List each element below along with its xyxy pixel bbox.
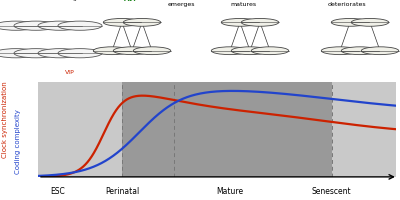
Text: Clock synchronization: Clock synchronization — [2, 81, 8, 157]
Text: ESC: ESC — [50, 186, 65, 195]
Circle shape — [241, 19, 279, 27]
Circle shape — [231, 48, 269, 55]
Circle shape — [58, 49, 102, 59]
Text: Mature: Mature — [216, 186, 243, 195]
Text: AVP: AVP — [124, 0, 140, 2]
Circle shape — [113, 48, 151, 55]
Circle shape — [351, 19, 389, 27]
Circle shape — [0, 49, 38, 59]
Text: Coding complexity: Coding complexity — [15, 109, 21, 174]
Circle shape — [93, 48, 131, 55]
Circle shape — [211, 48, 249, 55]
Circle shape — [38, 49, 82, 59]
Circle shape — [331, 19, 369, 27]
Circle shape — [361, 48, 399, 55]
Text: Cellular clock emerges: Cellular clock emerges — [12, 0, 84, 1]
Circle shape — [221, 19, 259, 27]
Circle shape — [133, 48, 171, 55]
Circle shape — [251, 48, 289, 55]
Text: Network
matures: Network matures — [230, 0, 256, 7]
Circle shape — [14, 49, 58, 59]
Circle shape — [14, 22, 58, 31]
Text: Network
emerges: Network emerges — [168, 0, 196, 7]
Text: VIP: VIP — [65, 70, 75, 75]
Circle shape — [341, 48, 379, 55]
Circle shape — [38, 22, 82, 31]
Bar — [122, 83, 332, 177]
Circle shape — [58, 22, 102, 31]
Text: Senescent: Senescent — [312, 186, 351, 195]
Text: Perinatal: Perinatal — [105, 186, 139, 195]
Circle shape — [0, 22, 38, 31]
Circle shape — [103, 19, 141, 27]
Circle shape — [123, 19, 161, 27]
Text: Network
deteriorates: Network deteriorates — [328, 0, 367, 7]
Circle shape — [321, 48, 359, 55]
